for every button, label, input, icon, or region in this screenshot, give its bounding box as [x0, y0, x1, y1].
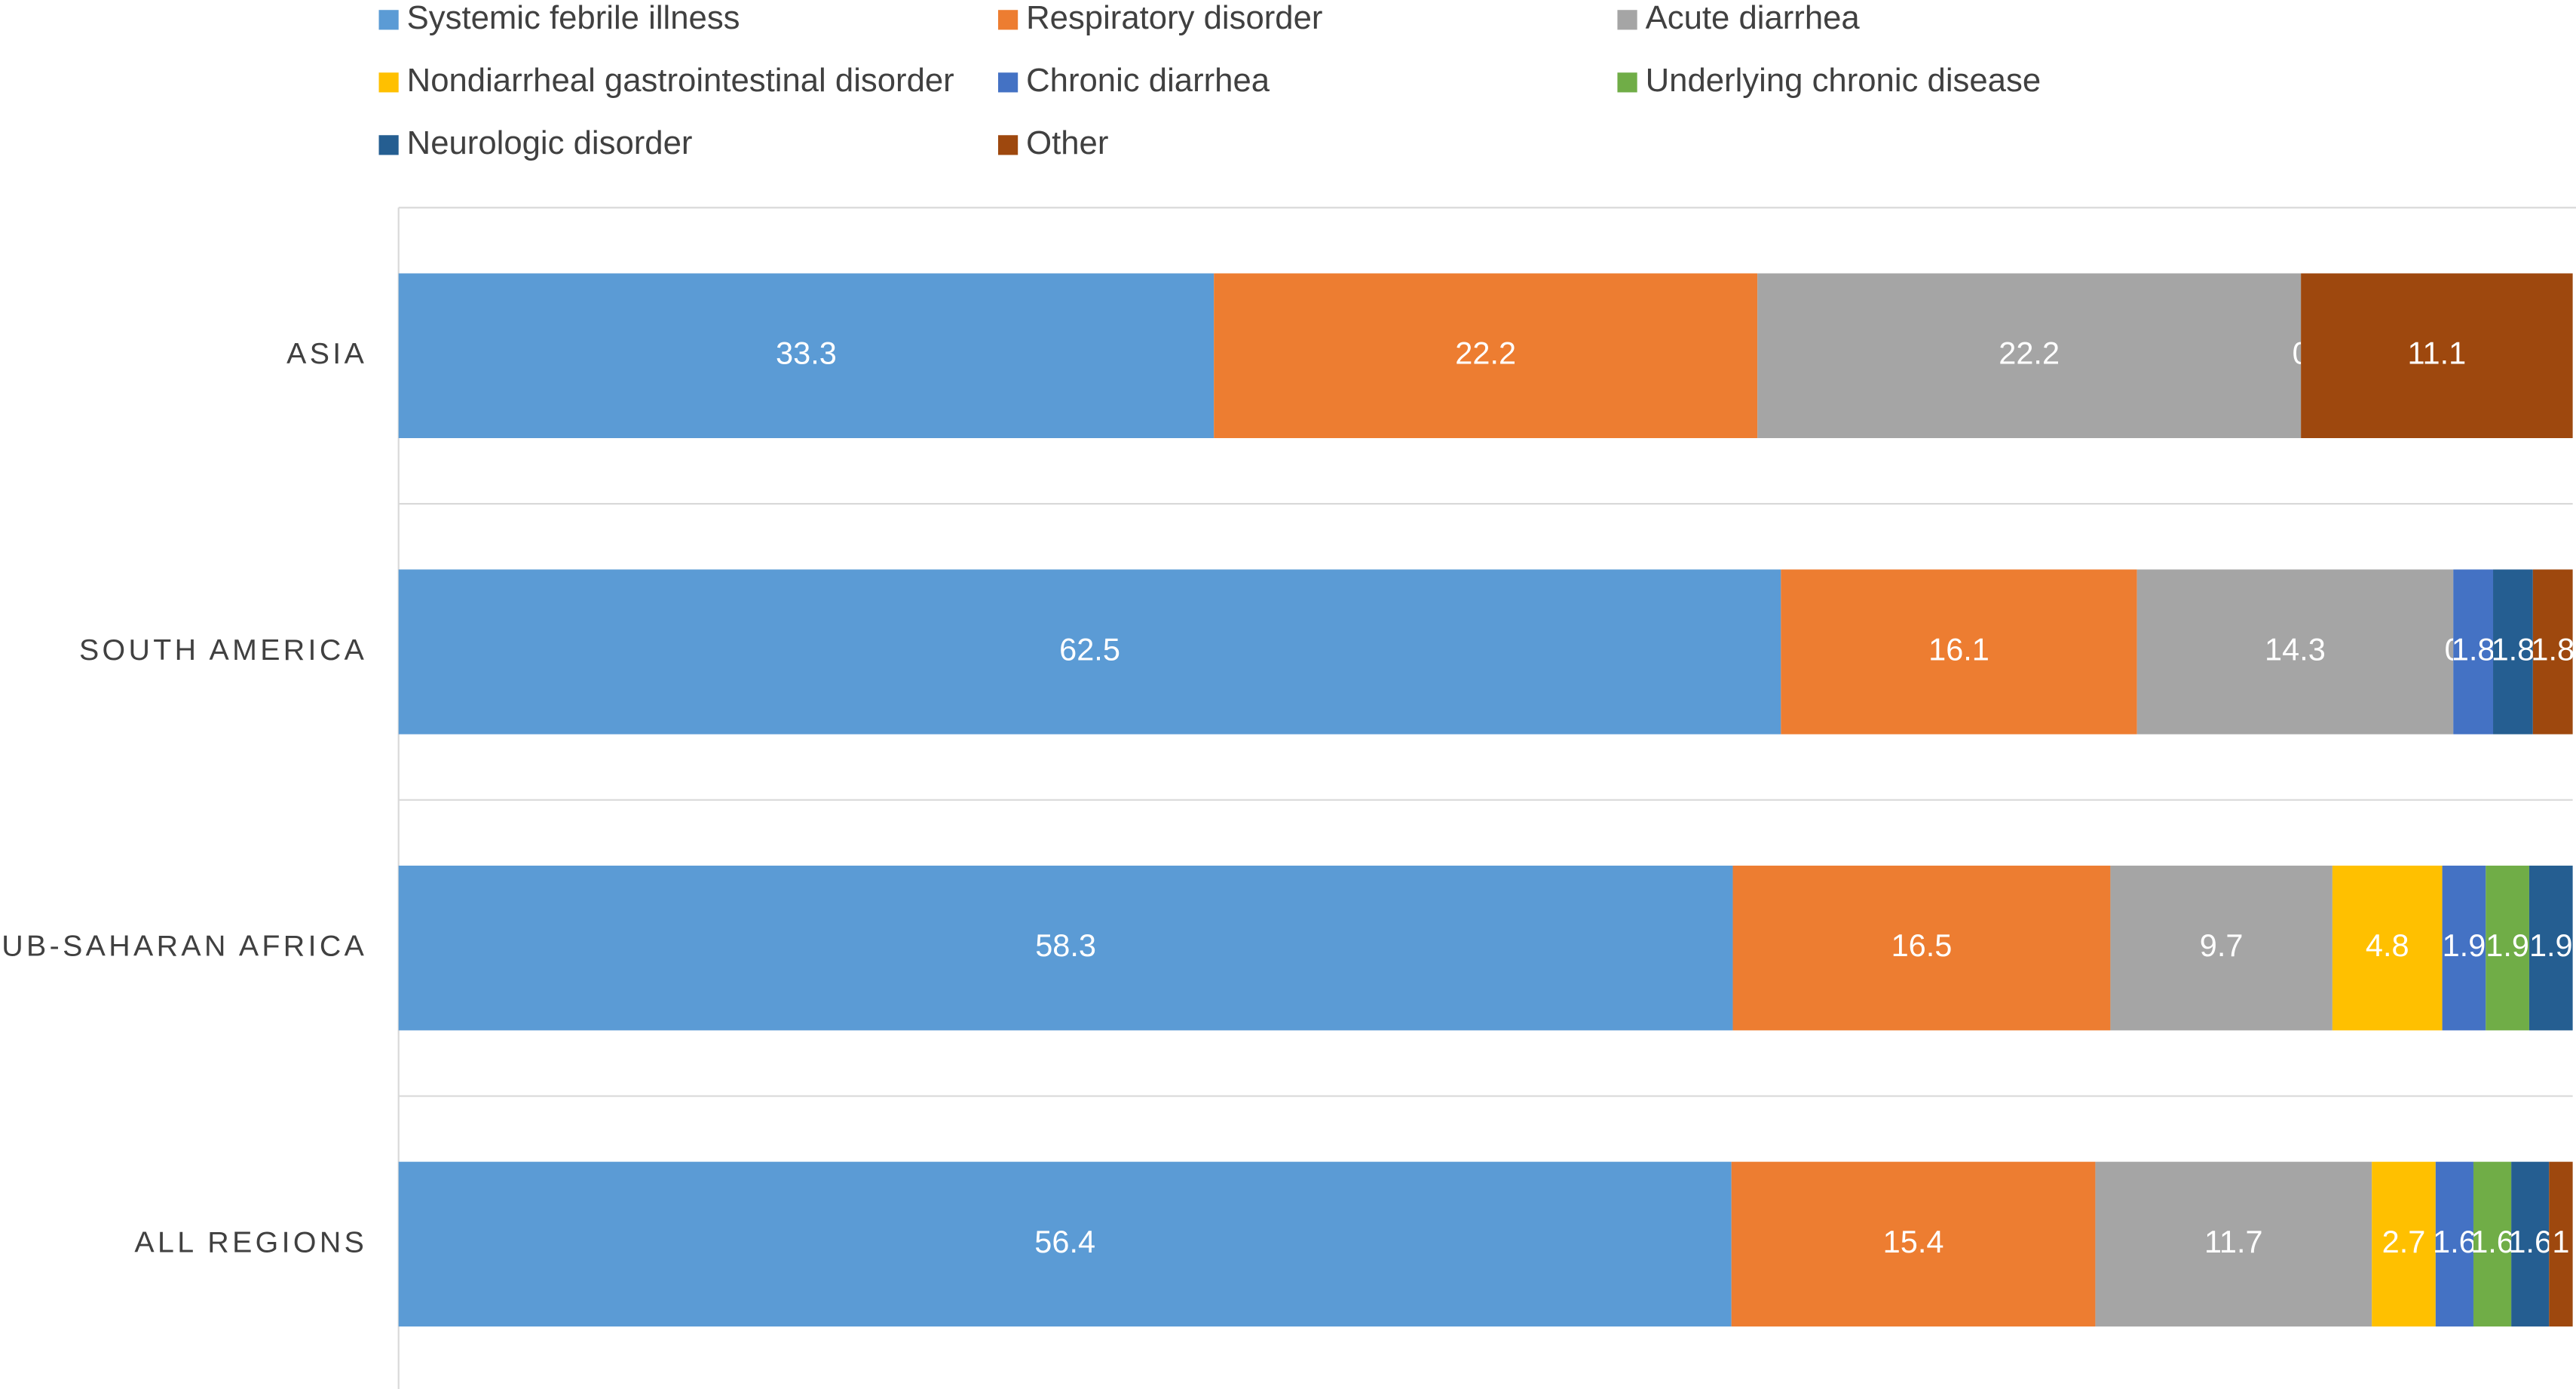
data-label: 1.6: [2508, 1224, 2552, 1259]
data-label: 33.3: [776, 336, 837, 371]
legend-swatch: [378, 10, 399, 30]
bar-segment: [2110, 865, 2332, 1031]
legend-swatch: [1617, 10, 1637, 30]
bar-segment: [1757, 273, 2302, 438]
data-label: 16.5: [1891, 928, 1953, 963]
legend-label: Systemic febrile illness: [407, 0, 740, 36]
legend-swatch: [378, 72, 399, 93]
bar-segment: [2435, 1161, 2473, 1327]
category-label: SOUTH AMERICA: [79, 633, 367, 667]
bar-segment: [1732, 865, 2111, 1031]
data-label: 1.6: [2470, 1224, 2514, 1259]
bar-segment: [1781, 569, 2137, 734]
data-label: 62.5: [1059, 631, 1120, 667]
data-label: 1.8: [2492, 631, 2535, 667]
legend-label: Respiratory disorder: [1026, 0, 1322, 36]
legend-label: Underlying chronic disease: [1646, 62, 2042, 99]
legend-label: Acute diarrhea: [1646, 0, 1861, 36]
bar-segment: [398, 1161, 1732, 1327]
legend-label: Neurologic disorder: [407, 124, 693, 161]
data-label: 56.4: [1034, 1224, 1095, 1259]
data-label: 1.6: [2433, 1224, 2476, 1259]
data-label: 1: [2552, 1224, 2569, 1259]
legend-swatch: [997, 135, 1018, 155]
data-label: 11.1: [2408, 336, 2467, 371]
category-label: SUB-SAHARAN AFRICA: [0, 930, 367, 963]
bar-segment: [2442, 865, 2486, 1031]
bar-segment: [2511, 1161, 2550, 1327]
category-label: ALL REGIONS: [134, 1225, 367, 1259]
bar-segment: [2473, 1161, 2512, 1327]
data-label: 14.3: [2265, 631, 2326, 667]
bar-segment: [2529, 865, 2573, 1031]
bar-segment: [2493, 569, 2533, 734]
legend-label: Nondiarrheal gastrointestinal disorder: [407, 62, 954, 99]
category-label: ASIA: [286, 337, 367, 370]
bar-segment: [2549, 1161, 2573, 1327]
data-label: 16.1: [1928, 631, 1989, 667]
bar-segment: [398, 273, 1214, 438]
bar-segment: [2301, 273, 2573, 438]
bar-segment: [2332, 865, 2443, 1031]
data-label: 11.7: [2204, 1224, 2263, 1259]
data-label: 22.2: [1455, 336, 1516, 371]
data-label: 1.9: [2443, 928, 2486, 963]
data-label: 1.8: [2452, 631, 2495, 667]
data-label: 22.2: [1999, 336, 2060, 371]
bar-segment: [398, 865, 1733, 1031]
bar-segment: [1731, 1161, 2096, 1327]
data-label: 1.8: [2531, 631, 2574, 667]
data-label: 4.8: [2366, 928, 2409, 963]
bar-segment: [2532, 569, 2573, 734]
bar-segment: [1214, 273, 1758, 438]
data-label: 2.7: [2382, 1224, 2426, 1259]
legend-swatch: [997, 10, 1018, 30]
bar-segment: [2486, 865, 2529, 1031]
legend-swatch: [378, 135, 399, 155]
bar-segment: [2095, 1161, 2372, 1327]
data-label: 1.9: [2486, 928, 2529, 963]
data-label: 1.9: [2529, 928, 2573, 963]
legend-label: Chronic diarrhea: [1026, 62, 1270, 99]
bar-segment: [398, 569, 1781, 734]
legend-swatch: [1617, 72, 1637, 93]
bar-segment: [2453, 569, 2494, 734]
legend-swatch: [997, 72, 1018, 93]
bar-segment: [2136, 569, 2454, 734]
data-label: 58.3: [1035, 928, 1096, 963]
legend-label: Other: [1026, 124, 1108, 161]
data-label: 15.4: [1883, 1224, 1944, 1259]
bar-segment: [2372, 1161, 2436, 1327]
data-label: 9.7: [2200, 928, 2244, 963]
